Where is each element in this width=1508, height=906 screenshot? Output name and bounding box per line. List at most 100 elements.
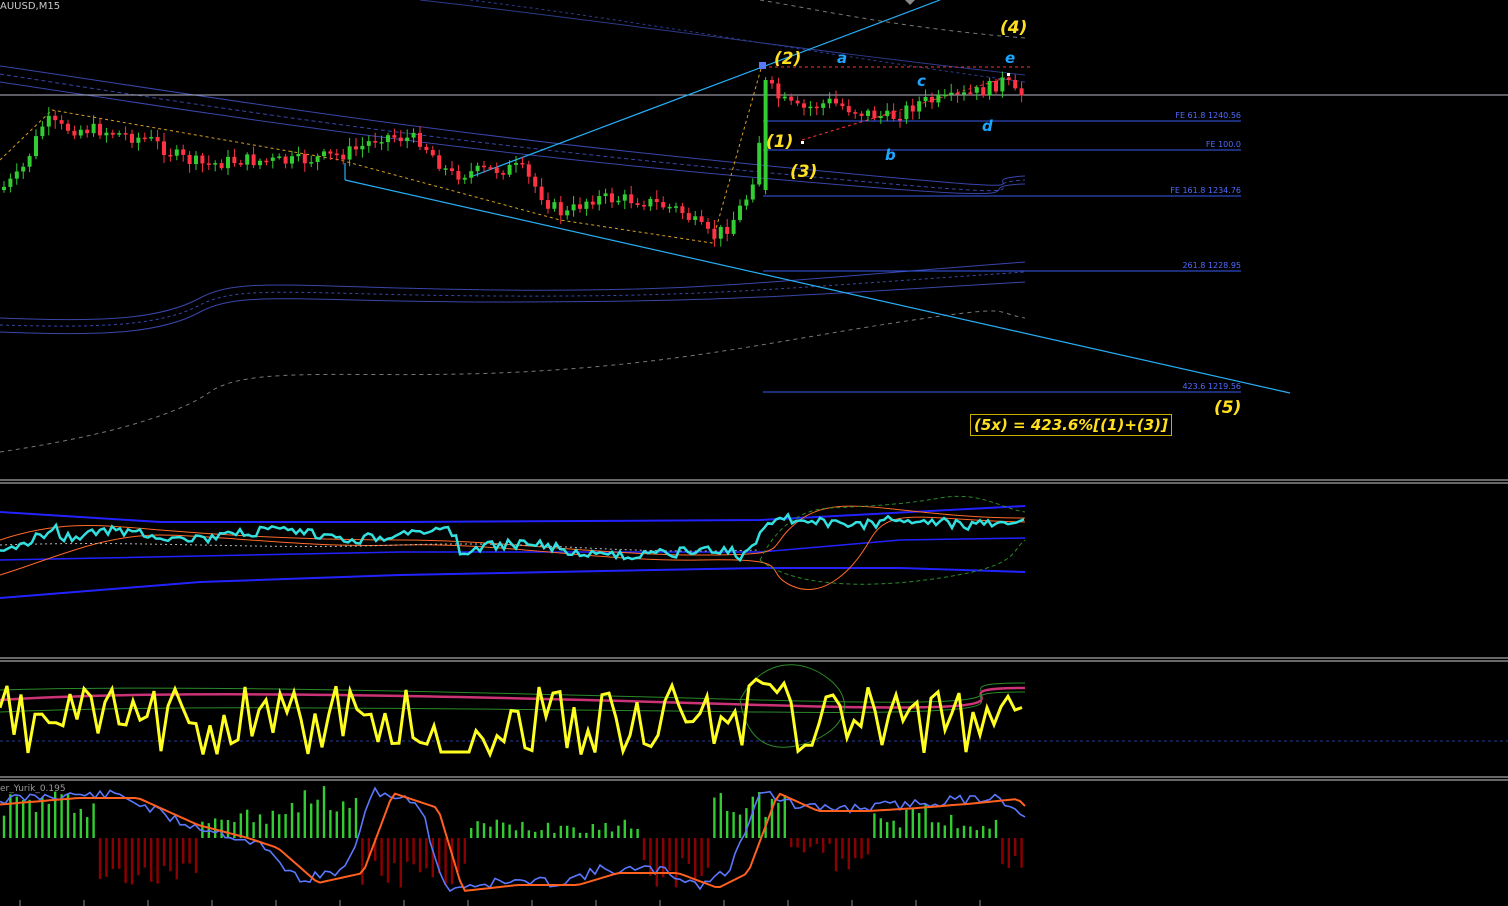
macd-bar <box>169 838 172 872</box>
ma-envelopes <box>0 0 1026 453</box>
macd-bar <box>975 830 978 838</box>
macd-bar <box>924 803 927 838</box>
fibo-label-61-8: FE 61.8 1240.56 <box>1175 111 1241 120</box>
macd-histogram[interactable] <box>2 786 1023 888</box>
candle-body <box>334 153 339 156</box>
wave-markers <box>759 0 1010 144</box>
macd-bar <box>758 791 761 838</box>
macd-bar <box>457 838 460 872</box>
macd-bar <box>297 812 300 838</box>
candle-body <box>552 202 557 209</box>
macd-bar <box>866 838 870 855</box>
macd-bar <box>598 829 601 838</box>
candle-body <box>616 200 621 203</box>
wave-label-c: c <box>917 72 926 90</box>
macd-bar <box>802 838 806 853</box>
candle-body <box>898 118 902 121</box>
macd-bar <box>412 838 415 865</box>
macd-bar <box>1007 838 1010 868</box>
macd-bar <box>470 828 473 838</box>
macd-bar <box>489 826 492 838</box>
wave-label-e: e <box>1005 49 1016 67</box>
candle-body <box>482 165 486 168</box>
fibo-expansion[interactable] <box>763 120 1241 393</box>
macd-bar <box>214 818 217 838</box>
fibo-label-100: FE 100.0 <box>1205 140 1241 149</box>
macd-bar <box>380 838 383 876</box>
candle-body <box>686 213 691 220</box>
candle-body <box>130 133 134 143</box>
macd-bar <box>188 838 191 864</box>
candle-body <box>814 106 819 109</box>
candle-body <box>968 92 973 94</box>
candle-body <box>27 156 32 167</box>
candle-body <box>149 137 154 139</box>
wave5-target-formula[interactable]: (5x) = 423.6%[(1)+(3)] <box>970 414 1172 436</box>
macd-bar <box>809 838 812 848</box>
macd-bar <box>732 812 735 838</box>
zigzag-lines <box>0 64 1033 244</box>
macd-bar <box>482 823 486 838</box>
candle-body <box>750 184 755 200</box>
candle-body <box>475 165 480 172</box>
candle-body <box>405 137 410 142</box>
candle-body <box>738 205 742 220</box>
candle-body <box>91 123 96 134</box>
candle-body <box>571 204 576 211</box>
candle-body <box>117 133 122 135</box>
macd-bar <box>585 832 588 838</box>
macd-bar <box>156 838 159 884</box>
macd-bar <box>86 817 89 838</box>
macd-bar <box>425 838 428 869</box>
oscillator-1-line <box>0 512 1025 563</box>
macd-bar <box>41 797 44 838</box>
macd-bar <box>111 838 114 870</box>
macd-bar <box>252 822 255 838</box>
candle-body <box>418 132 422 147</box>
macd-bar <box>950 814 953 838</box>
macd-bar <box>630 828 633 838</box>
macd-bar <box>726 811 729 838</box>
macd-bar <box>393 838 396 864</box>
candle-body <box>21 166 26 172</box>
macd-bar <box>406 838 409 862</box>
candle-body <box>258 160 262 166</box>
macd-bar <box>1020 838 1023 868</box>
macd-bar <box>745 808 748 838</box>
macd-bar <box>310 803 313 838</box>
candle-body <box>98 123 102 136</box>
macd-bar <box>572 827 575 838</box>
candle-body <box>72 130 77 136</box>
macd-bar <box>47 803 50 838</box>
macd-bar <box>508 824 511 838</box>
oscillator-panel-2[interactable] <box>0 664 1508 748</box>
candle-body <box>936 95 941 103</box>
macd-bar <box>566 825 569 838</box>
candle-body <box>795 100 800 104</box>
trend-channel[interactable] <box>344 0 1291 394</box>
macd-bar <box>66 793 70 838</box>
macd-bar <box>495 819 498 838</box>
macd-bar <box>777 802 780 838</box>
candle-body <box>328 151 333 154</box>
wave-label-4: (4) <box>1000 18 1028 38</box>
panel-separators[interactable] <box>0 479 1508 781</box>
candle-body <box>283 156 288 164</box>
candle-body <box>610 193 614 203</box>
candlestick-series[interactable] <box>2 71 1024 247</box>
candle-body <box>693 216 698 220</box>
candle-body <box>168 154 173 157</box>
oscillator-panel-1[interactable] <box>0 495 1026 599</box>
macd-bar <box>694 838 697 881</box>
macd-bar <box>367 838 370 859</box>
candle-body <box>514 163 518 165</box>
macd-bar <box>502 822 505 838</box>
candle-body <box>987 80 992 96</box>
macd-bar <box>1001 838 1004 865</box>
candle-body <box>661 202 666 208</box>
macd-signal-blue <box>0 786 1026 893</box>
candle-body <box>942 94 947 97</box>
candle-body <box>290 156 294 164</box>
